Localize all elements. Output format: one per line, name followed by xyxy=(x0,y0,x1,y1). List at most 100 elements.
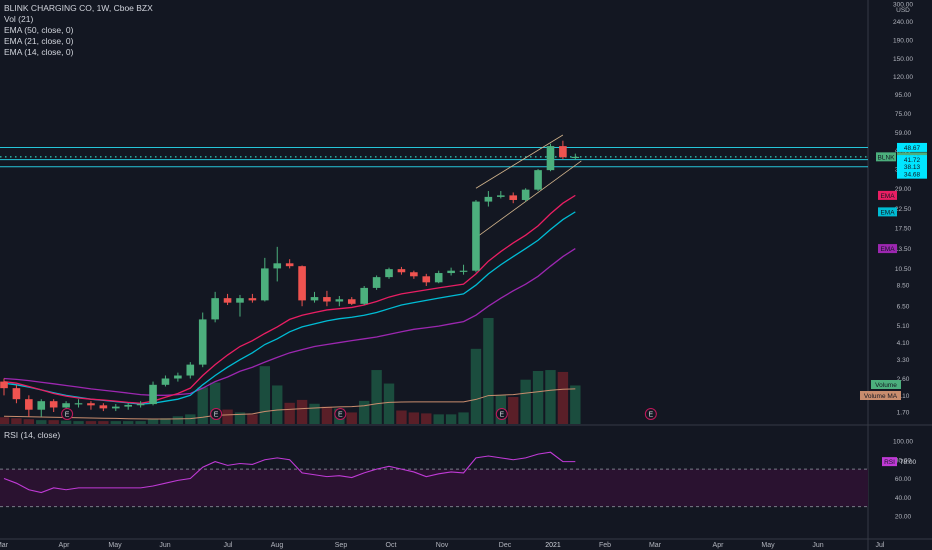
volume-bar xyxy=(284,402,295,424)
legend-title: BLINK CHARGING CO, 1W, Cboe BZX xyxy=(4,3,153,13)
candle-body xyxy=(559,146,567,158)
volume-bar xyxy=(383,383,395,424)
volume-bar xyxy=(185,414,196,424)
chart-legend: BLINK CHARGING CO, 1W, Cboe BZX Vol (21)… xyxy=(4,3,153,58)
volume-bar xyxy=(147,419,159,424)
time-axis-label: Apr xyxy=(59,542,71,549)
price-tick-label: 120.00 xyxy=(893,74,913,81)
volume-ma-legend-label: Volume MA xyxy=(864,393,898,400)
candle-body xyxy=(298,266,306,301)
candle-body xyxy=(186,364,195,376)
candle-body xyxy=(447,270,455,274)
candle-body xyxy=(12,388,21,400)
rsi-tag-label: RSI xyxy=(884,459,895,466)
ema-axis-tag xyxy=(878,190,897,200)
price-tick-label: 300.00 xyxy=(893,2,913,9)
volume-legend-label: Volume xyxy=(875,382,897,389)
rsi-tick-label: 80.00 xyxy=(895,457,912,464)
candle-body xyxy=(434,273,443,283)
time-axis-label: Feb xyxy=(599,542,611,549)
ema-axis-tag xyxy=(878,244,897,254)
earnings-marker-label: E xyxy=(649,412,654,419)
volume-bar xyxy=(520,379,531,424)
candle-body xyxy=(472,201,480,271)
candle-body xyxy=(49,401,58,408)
volume-bar xyxy=(209,382,221,424)
volume-bar xyxy=(445,414,457,424)
volume-legend-box xyxy=(871,380,901,389)
price-tick-label: 75.00 xyxy=(895,111,912,118)
ema50-line xyxy=(3,248,576,396)
price-label-box xyxy=(897,162,927,172)
candle-body xyxy=(248,298,257,301)
price-tick-label: 2.60 xyxy=(897,376,910,383)
price-label-box xyxy=(897,155,927,165)
price-axis-unit: USD xyxy=(896,7,910,14)
candle-body xyxy=(161,378,170,385)
ema-axis-tag-label: EMA xyxy=(880,209,895,216)
price-tick-label: 10.50 xyxy=(895,266,912,273)
candle-body xyxy=(323,297,331,302)
volume-bar xyxy=(421,413,432,424)
earnings-marker xyxy=(61,408,74,420)
volume-bar xyxy=(272,385,283,424)
rsi-tag-box xyxy=(882,457,897,467)
volume-bar xyxy=(508,397,519,424)
rsi-last-value: 78.00 xyxy=(900,459,917,466)
price-tick-label: 59.00 xyxy=(895,130,912,137)
volume-bar xyxy=(545,370,556,424)
price-tick-label: 150.00 xyxy=(893,56,913,63)
volume-bar xyxy=(222,409,233,424)
time-axis-label: Aug xyxy=(271,542,284,549)
candle-body xyxy=(410,272,418,277)
volume-bar xyxy=(98,421,109,424)
candle-body xyxy=(372,277,381,288)
candle-body xyxy=(360,287,368,304)
price-tick-label: 95.00 xyxy=(895,92,912,99)
candle-body xyxy=(124,404,132,407)
price-label-box xyxy=(897,169,927,179)
time-axis-label: May xyxy=(108,542,122,549)
price-tick-label: 22.50 xyxy=(895,206,912,213)
earnings-marker-label: E xyxy=(65,412,70,419)
price-tick-label: 8.50 xyxy=(897,283,910,290)
volume-bar xyxy=(358,400,370,424)
price-label-text: 34.68 xyxy=(904,172,921,179)
candle-body xyxy=(236,298,244,303)
rsi-tick-label: 100.00 xyxy=(893,439,913,446)
time-axis-label: Oct xyxy=(386,542,397,549)
earnings-marker-label: E xyxy=(338,412,343,419)
rsi-line xyxy=(3,451,576,494)
candle-body xyxy=(497,195,505,197)
volume-bar xyxy=(11,418,22,424)
volume-bar xyxy=(73,421,84,424)
candle-body xyxy=(74,403,83,405)
rsi-tick-label: 20.00 xyxy=(895,514,912,521)
volume-bar xyxy=(160,418,171,424)
candle-body xyxy=(422,276,431,283)
price-tick-label: 3.30 xyxy=(897,357,910,364)
candle-body xyxy=(174,375,182,379)
time-axis-label: Jul xyxy=(876,542,885,549)
volume-bar xyxy=(483,318,494,424)
volume-bar xyxy=(247,414,258,424)
price-tick-label: 190.00 xyxy=(893,38,913,45)
price-label-text: 41.72 xyxy=(904,157,921,164)
volume-bar xyxy=(557,371,569,424)
volume-bar xyxy=(234,412,246,424)
candle-body xyxy=(62,403,70,408)
volume-bar xyxy=(48,420,59,424)
ema-axis-tag-label: EMA xyxy=(880,193,895,200)
earnings-marker xyxy=(495,408,508,420)
legend-ema14: EMA (14, close, 0) xyxy=(4,47,74,57)
price-label-box xyxy=(876,152,896,162)
candle-body xyxy=(198,319,207,365)
rsi-tick-label: 60.00 xyxy=(895,476,912,483)
time-axis-label: Mar xyxy=(0,542,9,549)
price-tick-label: 4.10 xyxy=(897,340,910,347)
volume-bar xyxy=(458,412,469,424)
legend-volume: Vol (21) xyxy=(4,14,34,24)
volume-bar xyxy=(296,399,308,424)
time-axis-label: Jul xyxy=(224,542,233,549)
